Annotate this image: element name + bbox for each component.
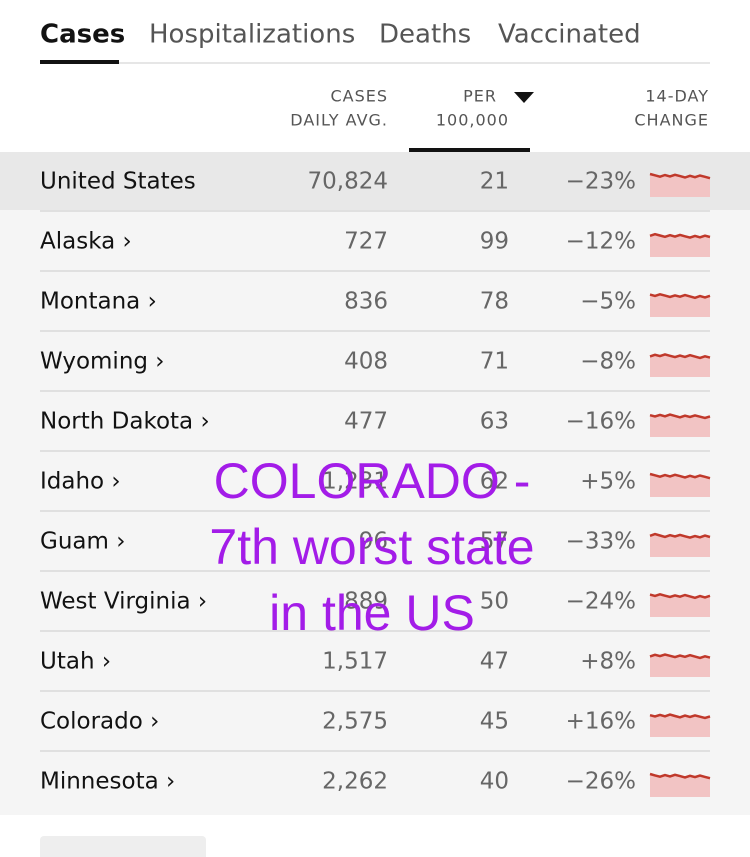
cell: 99 — [480, 229, 509, 255]
row-name[interactable]: Wyoming › — [40, 349, 165, 375]
cell: 70,824 — [308, 169, 388, 195]
sparkline-area — [650, 234, 710, 257]
sparkline-area — [650, 534, 710, 557]
sparkline-area — [650, 594, 710, 617]
sparkline-area — [650, 654, 710, 677]
sparkline-area — [650, 354, 710, 377]
highlight-row — [0, 152, 750, 210]
cell: −24% — [566, 589, 636, 615]
tab[interactable]: Cases — [40, 20, 125, 50]
annotation: in the US — [269, 585, 475, 641]
cell: 1,517 — [322, 649, 388, 675]
cell: −16% — [566, 409, 636, 435]
cell: −26% — [566, 769, 636, 795]
sparkline — [649, 172, 711, 180]
cell: 96 — [359, 529, 388, 555]
annotation: COLORADO - — [214, 453, 531, 509]
sparkline — [649, 472, 711, 480]
column-header[interactable]: PER — [463, 87, 497, 106]
cell: 71 — [480, 349, 509, 375]
cell: 836 — [344, 289, 388, 315]
row-name[interactable]: Colorado › — [40, 709, 159, 735]
cell: 50 — [480, 589, 509, 615]
column-header[interactable]: 100,000 — [436, 111, 509, 130]
sparkline — [649, 532, 711, 539]
sparkline — [649, 772, 711, 780]
cell: −12% — [566, 229, 636, 255]
row-name: United States — [40, 169, 196, 195]
sparkline-area — [650, 294, 710, 317]
cell: −8% — [580, 349, 636, 375]
sparkline — [649, 232, 711, 239]
cell: 727 — [344, 229, 388, 255]
column-header: DAILY AVG. — [290, 111, 388, 130]
sparkline — [649, 292, 711, 300]
cell: 62 — [480, 469, 509, 495]
annotation: 7th worst state — [209, 519, 534, 575]
sparkline — [649, 413, 711, 420]
cell: 57 — [480, 529, 509, 555]
cell: +8% — [580, 649, 636, 675]
column-header: CASES — [330, 87, 388, 106]
cell: 477 — [344, 409, 388, 435]
row-name[interactable]: Minnesota › — [40, 769, 175, 795]
cell: 45 — [480, 709, 509, 735]
cell: 1,231 — [322, 469, 388, 495]
cell: +5% — [580, 469, 636, 495]
cell: 889 — [344, 589, 388, 615]
column-header: 14-DAY — [645, 87, 709, 106]
cell: −5% — [580, 289, 636, 315]
cell: 21 — [480, 169, 509, 195]
cell: 78 — [480, 289, 509, 315]
cell: +16% — [566, 709, 636, 735]
active-tab-underline — [40, 60, 119, 64]
row-name[interactable]: North Dakota › — [40, 409, 210, 435]
sparkline — [649, 653, 711, 660]
cell: 408 — [344, 349, 388, 375]
cell: 2,575 — [322, 709, 388, 735]
sparkline-area — [650, 774, 710, 797]
tab[interactable]: Deaths — [379, 20, 471, 50]
row-name[interactable]: Alaska › — [40, 229, 132, 255]
tab[interactable]: Hospitalizations — [149, 20, 355, 50]
cell: −33% — [566, 529, 636, 555]
table-background — [0, 152, 750, 815]
tab[interactable]: Vaccinated — [498, 20, 641, 50]
cell: 47 — [480, 649, 509, 675]
sparkline-area — [650, 714, 710, 737]
sparkline — [649, 713, 711, 720]
cell: 63 — [480, 409, 509, 435]
sparkline — [649, 353, 711, 360]
cell: 40 — [480, 769, 509, 795]
sort-arrow — [514, 92, 534, 103]
cell: 2,262 — [322, 769, 388, 795]
row-name[interactable]: Guam › — [40, 529, 125, 555]
sparkline-area — [650, 474, 710, 497]
cell: −23% — [566, 169, 636, 195]
sparkline — [649, 592, 711, 600]
column-header: CHANGE — [634, 111, 709, 130]
more-button[interactable] — [40, 836, 206, 857]
sort-underline — [409, 148, 530, 152]
sparkline-area — [650, 174, 710, 197]
row-name[interactable]: West Virginia › — [40, 589, 207, 615]
row-name[interactable]: Montana › — [40, 289, 157, 315]
sparkline-area — [650, 414, 710, 437]
row-name[interactable]: Idaho › — [40, 469, 121, 495]
row-name[interactable]: Utah › — [40, 649, 111, 675]
